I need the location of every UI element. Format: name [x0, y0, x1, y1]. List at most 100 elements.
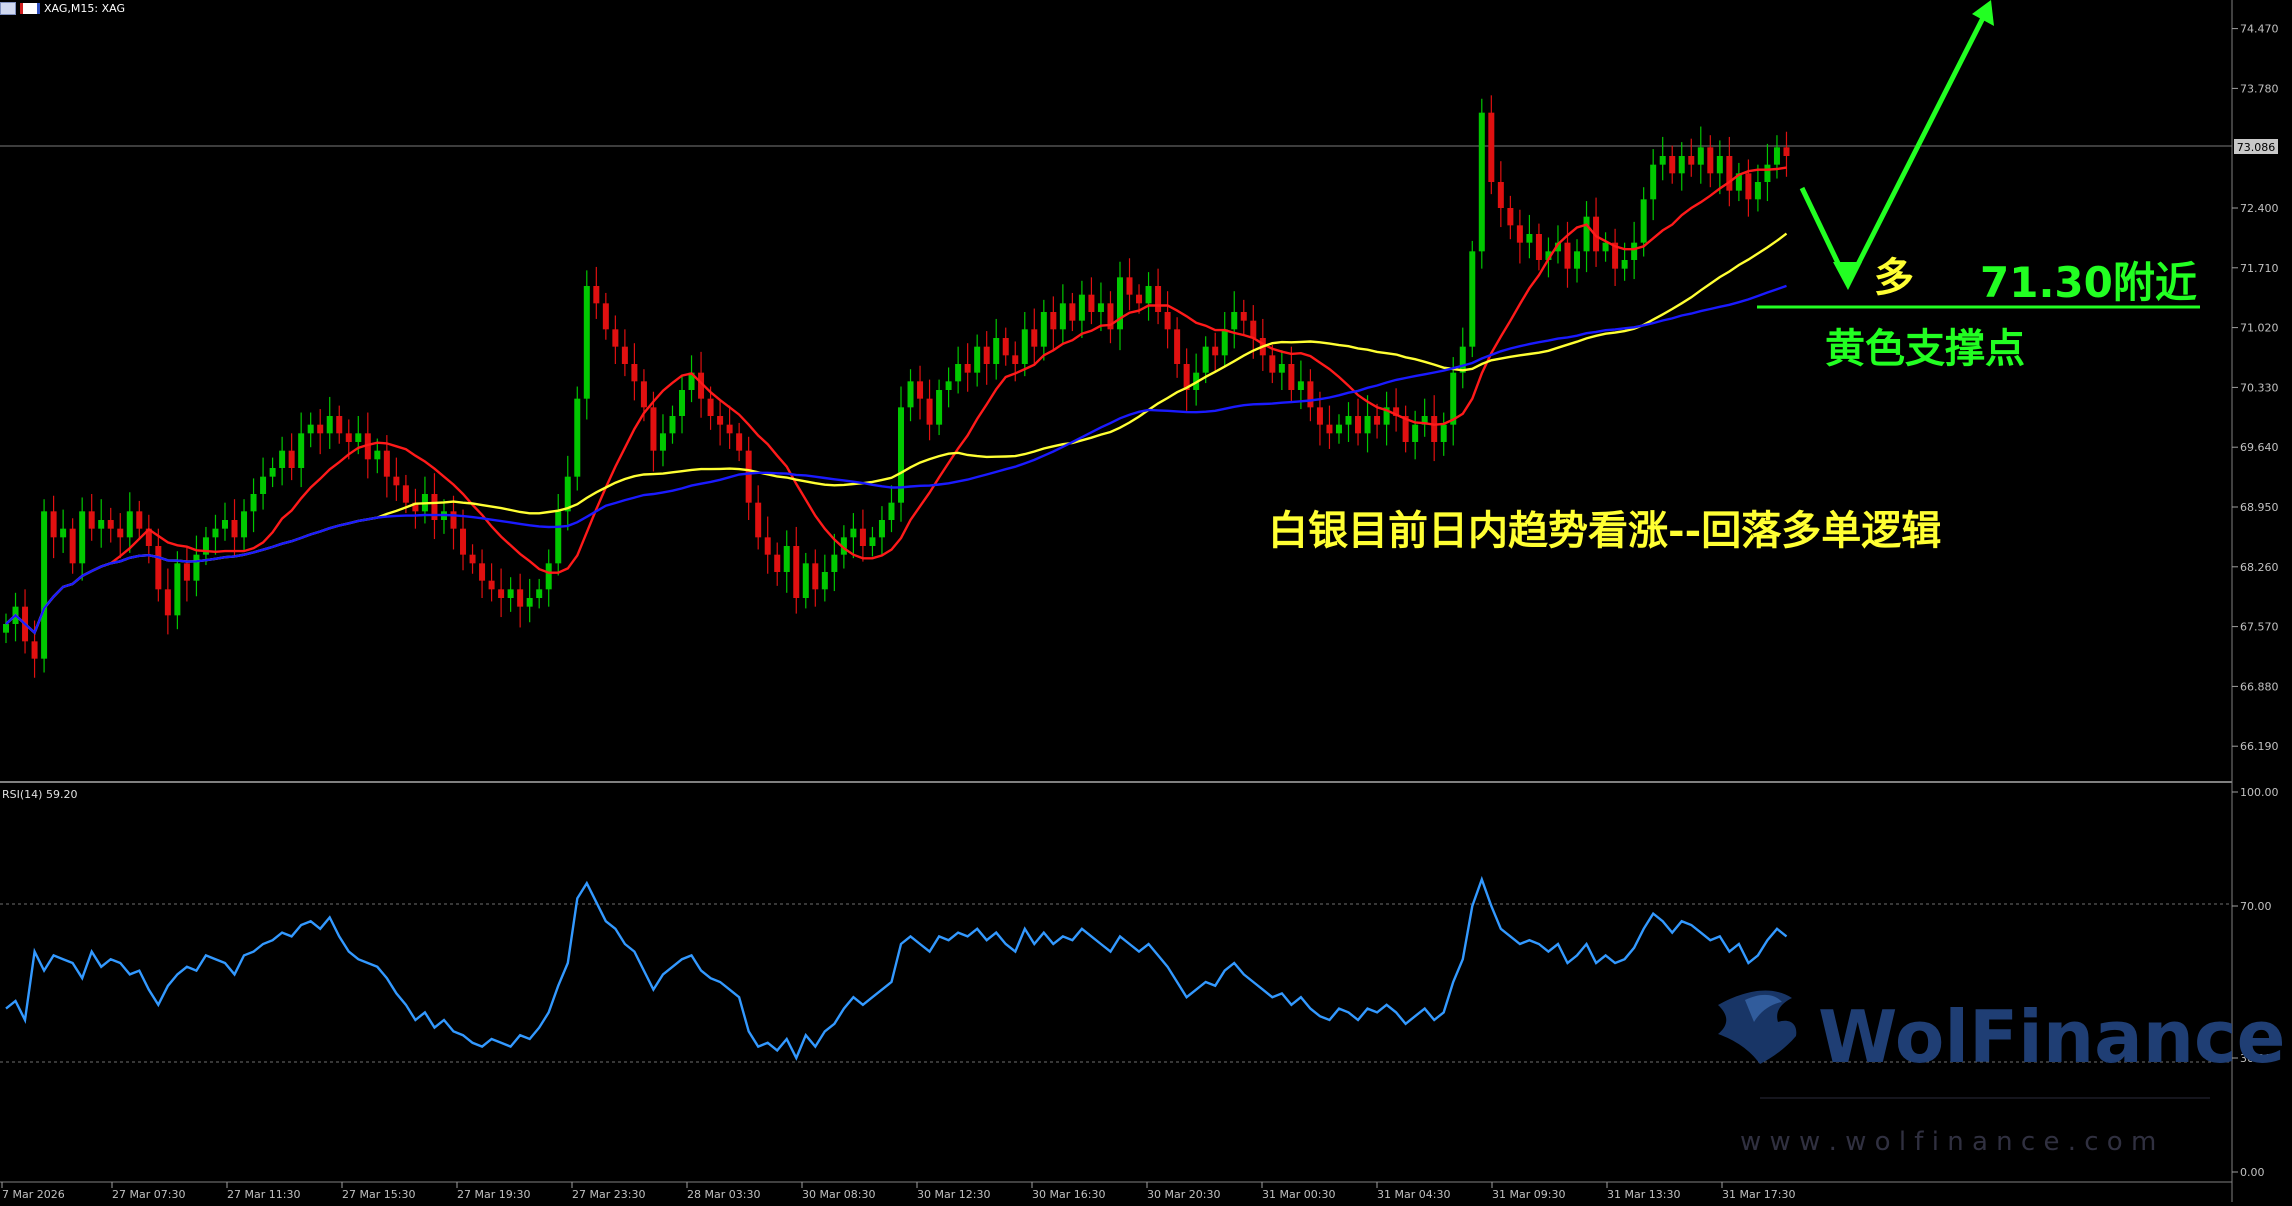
candle-body	[1631, 242, 1638, 260]
candle-body	[1554, 242, 1561, 252]
candle-body	[1269, 355, 1276, 373]
ma-slow-line	[5, 284, 1787, 635]
candle-body	[1374, 416, 1381, 425]
moving-average-lines	[5, 166, 1788, 635]
candle-body	[945, 381, 952, 390]
candle-body	[279, 450, 286, 468]
candle-body	[260, 476, 267, 494]
candle-body	[1012, 355, 1019, 364]
candle-body	[1335, 424, 1342, 434]
candle-body	[469, 554, 476, 564]
watermark-brand: WolFinance	[1818, 995, 2285, 1079]
candle-body	[3, 624, 9, 633]
candle-body	[107, 520, 114, 529]
candle-body	[1726, 156, 1733, 191]
candle-body	[136, 511, 143, 529]
candle-body	[1221, 329, 1228, 356]
candle-body	[117, 528, 124, 538]
candle-body	[1402, 416, 1409, 442]
time-axis[interactable]: 7 Mar 2026 27 Mar 07:30 27 Mar 11:30 27 Mar…	[1, 1182, 1795, 1201]
candle-body	[783, 546, 790, 572]
candle-body	[688, 372, 695, 390]
candle-body	[764, 537, 771, 555]
candle-body	[412, 502, 419, 512]
candle-body	[1488, 112, 1495, 182]
candle-body	[1126, 277, 1133, 295]
price-tick-label: 67.570	[2240, 621, 2279, 634]
candle-body	[183, 563, 190, 581]
wolfinance-watermark: WolFinance w w w . w o l f i n a n c e .…	[1718, 990, 2285, 1157]
candle-body	[583, 286, 590, 399]
candle-body	[1459, 346, 1466, 373]
candle-body	[1145, 286, 1152, 304]
candle-body	[355, 433, 362, 442]
candle-body	[202, 537, 209, 555]
candle-body	[755, 502, 762, 538]
candle-body	[650, 407, 657, 451]
candle-body	[679, 390, 686, 416]
rsi-line	[5, 875, 1788, 1061]
support-desc-label: 黄色支撑点	[1825, 325, 2025, 372]
price-tick-label: 69.640	[2240, 441, 2279, 454]
chart-window-icon[interactable]	[0, 1, 16, 15]
candle-body	[1107, 303, 1114, 330]
price-axis[interactable]: 74.470 73.780 72.400 71.710 71.020 70.330 69.6…	[2232, 23, 2279, 754]
candle-body	[631, 364, 638, 382]
candle-body	[1697, 147, 1704, 165]
candle-body	[1136, 294, 1143, 304]
candle-body	[155, 546, 162, 590]
symbol-label: XAG,M15: XAG	[44, 1, 125, 15]
candle-body	[460, 528, 467, 555]
candle-body	[1097, 303, 1104, 312]
time-tick-label: 30 Mar 12:30	[917, 1188, 990, 1201]
candle-body	[831, 554, 838, 572]
candle-body	[1773, 147, 1780, 165]
candle-body	[793, 546, 800, 598]
candle-body	[698, 372, 705, 399]
candle-body	[1412, 424, 1419, 442]
time-tick-label: 31 Mar 04:30	[1377, 1188, 1450, 1201]
candle-body	[1345, 416, 1352, 425]
candle-body	[1612, 242, 1619, 269]
rsi-tick-label: 30.00	[2240, 1052, 2272, 1065]
candle-body	[69, 528, 76, 564]
chart-type-icon[interactable]	[20, 2, 40, 14]
candle-body	[1231, 312, 1238, 330]
candle-body	[1297, 381, 1304, 390]
candle-body	[955, 364, 962, 382]
candle-body	[840, 537, 847, 555]
candle-body	[1688, 156, 1695, 165]
candle-body	[1288, 364, 1295, 390]
candle-body	[393, 476, 400, 486]
candle-body	[878, 520, 885, 538]
candle-body	[1526, 234, 1533, 243]
candle-body	[479, 563, 486, 581]
rsi-series	[5, 875, 1788, 1061]
candle-body	[1669, 156, 1676, 174]
candle-body	[374, 450, 381, 460]
candle-body	[250, 494, 257, 512]
candle-body	[659, 433, 666, 451]
time-tick-label: 30 Mar 08:30	[802, 1188, 875, 1201]
candle-body	[298, 433, 305, 468]
candle-body	[88, 511, 95, 529]
candle-body	[1240, 312, 1247, 321]
candle-body	[993, 338, 1000, 364]
candle-body	[821, 572, 828, 590]
time-tick-label: 30 Mar 16:30	[1032, 1188, 1105, 1201]
candle-body	[1021, 329, 1028, 364]
candle-body	[498, 589, 505, 598]
candle-body	[1202, 346, 1209, 373]
candle-body	[1383, 407, 1390, 425]
candle-body	[1497, 182, 1504, 208]
candle-body	[1250, 320, 1257, 338]
candle-body	[802, 563, 809, 598]
candle-body	[1507, 208, 1514, 226]
candle-body	[564, 476, 571, 512]
candle-body	[145, 528, 152, 546]
candle-body	[1050, 312, 1057, 330]
candle-body	[507, 589, 514, 598]
current-price-label: 73.086	[2237, 141, 2276, 154]
